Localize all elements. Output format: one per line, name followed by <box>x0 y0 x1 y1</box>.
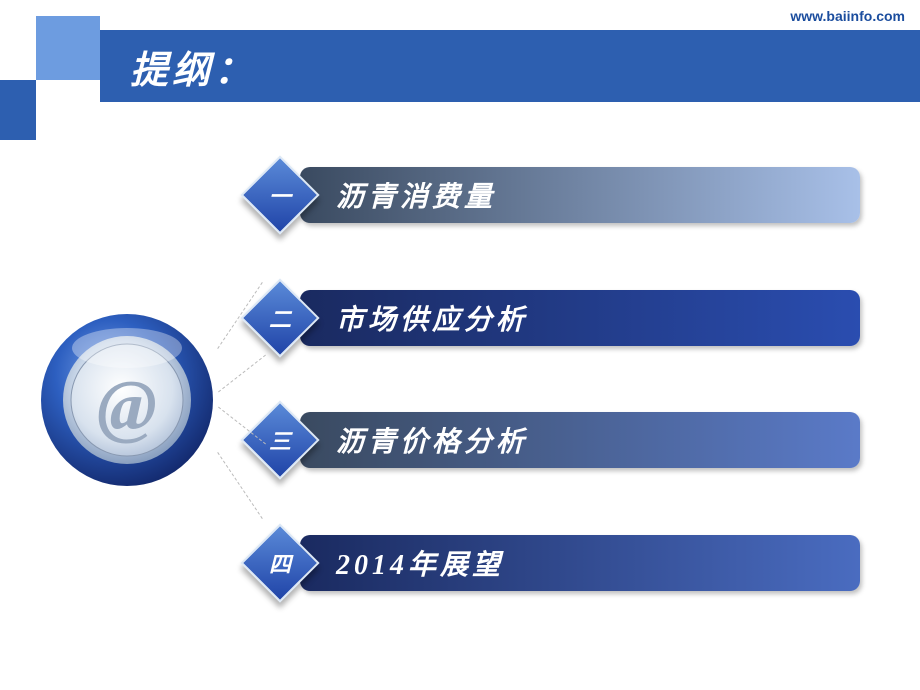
agenda-item: 2014年展望 四 <box>240 528 860 598</box>
diamond-icon: 一 <box>240 155 320 235</box>
at-icon: @ <box>37 310 217 490</box>
agenda-item: 沥青价格分析 三 <box>240 405 860 475</box>
deco-square-light <box>36 16 100 80</box>
agenda-bar: 2014年展望 <box>300 535 860 591</box>
watermark-text: www.baiinfo.com <box>790 8 905 24</box>
deco-square-dark <box>0 80 36 140</box>
diamond-icon: 四 <box>240 523 320 603</box>
agenda-bar: 沥青价格分析 <box>300 412 860 468</box>
agenda-item: 沥青消费量 一 <box>240 160 860 230</box>
diamond-icon: 三 <box>240 400 320 480</box>
agenda-bar-label: 市场供应分析 <box>336 298 528 338</box>
agenda-bar-label: 沥青消费量 <box>336 175 496 215</box>
diamond-number: 四 <box>269 547 291 579</box>
diamond-icon: 二 <box>240 278 320 358</box>
header-bar: 提纲： <box>100 30 920 102</box>
agenda-bar: 市场供应分析 <box>300 290 860 346</box>
diamond-number: 三 <box>269 424 291 456</box>
diamond-number: 一 <box>269 179 291 211</box>
agenda-bar-label: 2014年展望 <box>336 543 504 583</box>
agenda-bar: 沥青消费量 <box>300 167 860 223</box>
agenda-bar-label: 沥青价格分析 <box>336 420 528 460</box>
connector-line <box>218 355 266 393</box>
diamond-number: 二 <box>269 302 291 334</box>
agenda-item: 市场供应分析 二 <box>240 283 860 353</box>
svg-text:@: @ <box>97 366 157 446</box>
page-title: 提纲： <box>130 39 256 94</box>
